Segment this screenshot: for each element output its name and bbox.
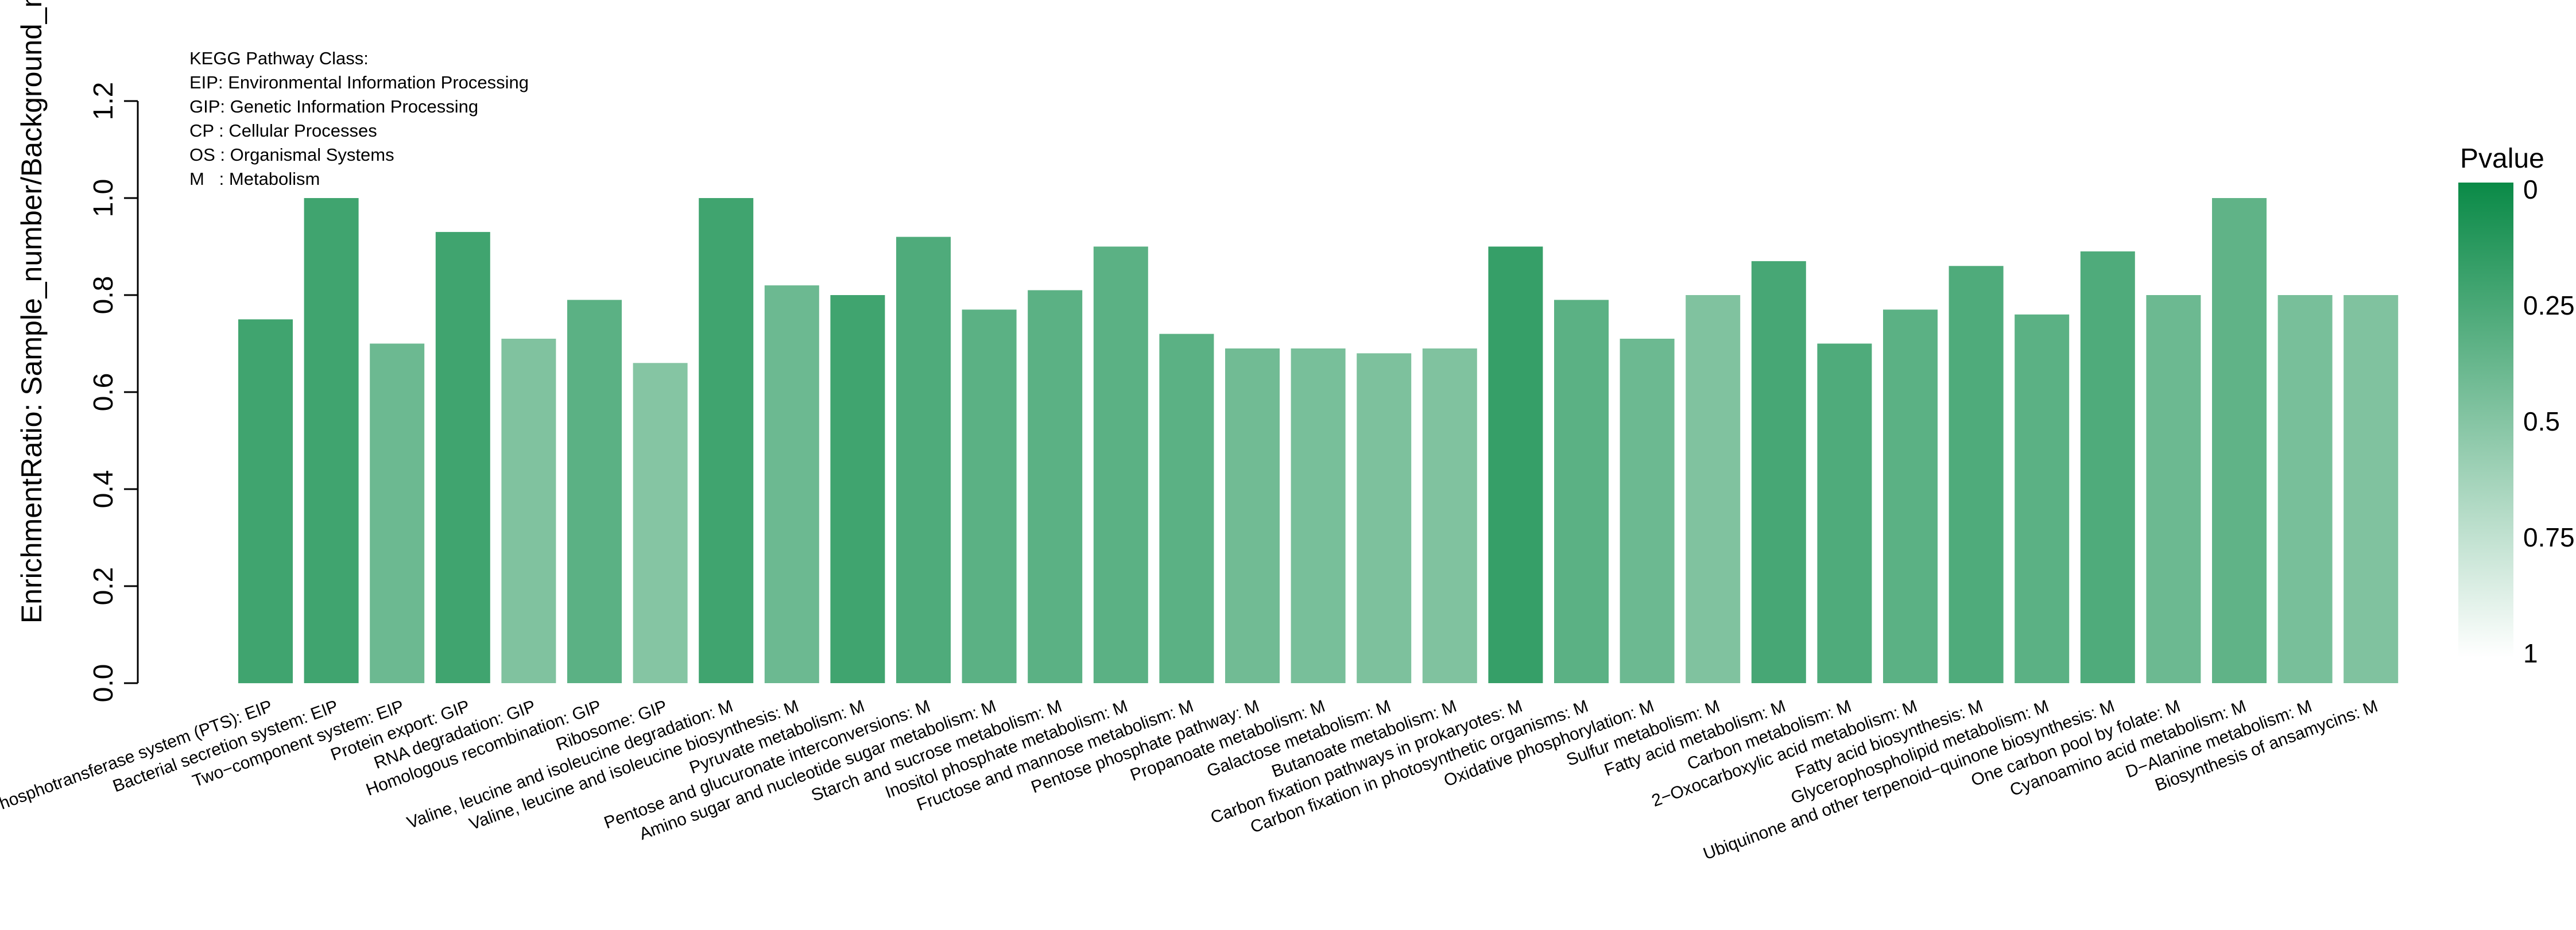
pvalue-legend: Pvalue 0 0.25 0.5 0.75 1 bbox=[2458, 144, 2575, 668]
legend-labels: 0 0.25 0.5 0.75 1 bbox=[2523, 175, 2575, 668]
y-tick-label: 1.0 bbox=[88, 179, 119, 218]
legend-title: Pvalue bbox=[2460, 144, 2544, 174]
bar bbox=[2277, 295, 2333, 683]
bar bbox=[1357, 353, 1412, 683]
bar-series bbox=[238, 198, 2399, 684]
y-tick-label: 1.2 bbox=[88, 82, 119, 121]
y-tick-label: 0.6 bbox=[88, 373, 119, 412]
bar bbox=[2015, 314, 2070, 683]
bar bbox=[1751, 261, 1806, 683]
bar bbox=[896, 237, 951, 684]
bar bbox=[1093, 246, 1148, 683]
bar bbox=[1554, 300, 1609, 683]
bar bbox=[962, 309, 1017, 683]
y-tick-label: 0.2 bbox=[88, 567, 119, 606]
annotation-line: KEGG Pathway Class: bbox=[189, 48, 369, 68]
bar bbox=[501, 339, 556, 683]
annotation-line: CP : Cellular Processes bbox=[189, 121, 377, 141]
y-axis: 0.0 0.2 0.4 0.6 0.8 1.0 1.2 bbox=[88, 82, 139, 703]
bar bbox=[699, 198, 754, 683]
y-tick-label: 0.0 bbox=[88, 664, 119, 703]
bar bbox=[1422, 348, 1477, 683]
annotation-line: OS : Organismal Systems bbox=[189, 145, 394, 165]
legend-color-bar bbox=[2458, 183, 2513, 657]
bar bbox=[567, 300, 622, 683]
bar bbox=[1225, 348, 1280, 683]
bar bbox=[1291, 348, 1346, 683]
bar bbox=[2080, 251, 2135, 683]
annotation-line: M : Metabolism bbox=[189, 169, 320, 189]
bar bbox=[238, 319, 293, 684]
legend-label: 1 bbox=[2523, 638, 2538, 668]
y-tick-label: 0.4 bbox=[88, 470, 119, 509]
bar bbox=[304, 198, 359, 683]
bar bbox=[2343, 295, 2399, 683]
bar bbox=[370, 343, 425, 683]
bar bbox=[633, 363, 688, 683]
bar bbox=[1686, 295, 1741, 683]
legend-label: 0.25 bbox=[2523, 290, 2575, 320]
bar bbox=[1883, 309, 1938, 683]
y-tick-label: 0.8 bbox=[88, 276, 119, 315]
annotation-line: GIP: Genetic Information Processing bbox=[189, 96, 478, 117]
legend-label: 0 bbox=[2523, 175, 2538, 204]
bar bbox=[764, 285, 819, 684]
bar bbox=[830, 295, 885, 683]
bar bbox=[1620, 339, 1675, 683]
bar bbox=[2212, 198, 2267, 683]
bar bbox=[2146, 295, 2201, 683]
bar bbox=[1817, 343, 1872, 683]
y-axis-title: EnrichmentRatio: Sample_number/Backgroun… bbox=[16, 0, 48, 623]
bar bbox=[1159, 334, 1214, 683]
x-tick-labels: Phosphotransferase system (PTS): EIPBact… bbox=[0, 697, 2380, 864]
legend-label: 0.5 bbox=[2523, 406, 2560, 436]
annotation-line: EIP: Environmental Information Processin… bbox=[189, 72, 529, 92]
bar bbox=[1488, 246, 1543, 683]
legend-label: 0.75 bbox=[2523, 522, 2575, 552]
bar bbox=[1949, 266, 2004, 683]
bar bbox=[1028, 290, 1083, 683]
kegg-class-annotation: KEGG Pathway Class: EIP: Environmental I… bbox=[189, 48, 529, 189]
bar bbox=[435, 232, 490, 684]
